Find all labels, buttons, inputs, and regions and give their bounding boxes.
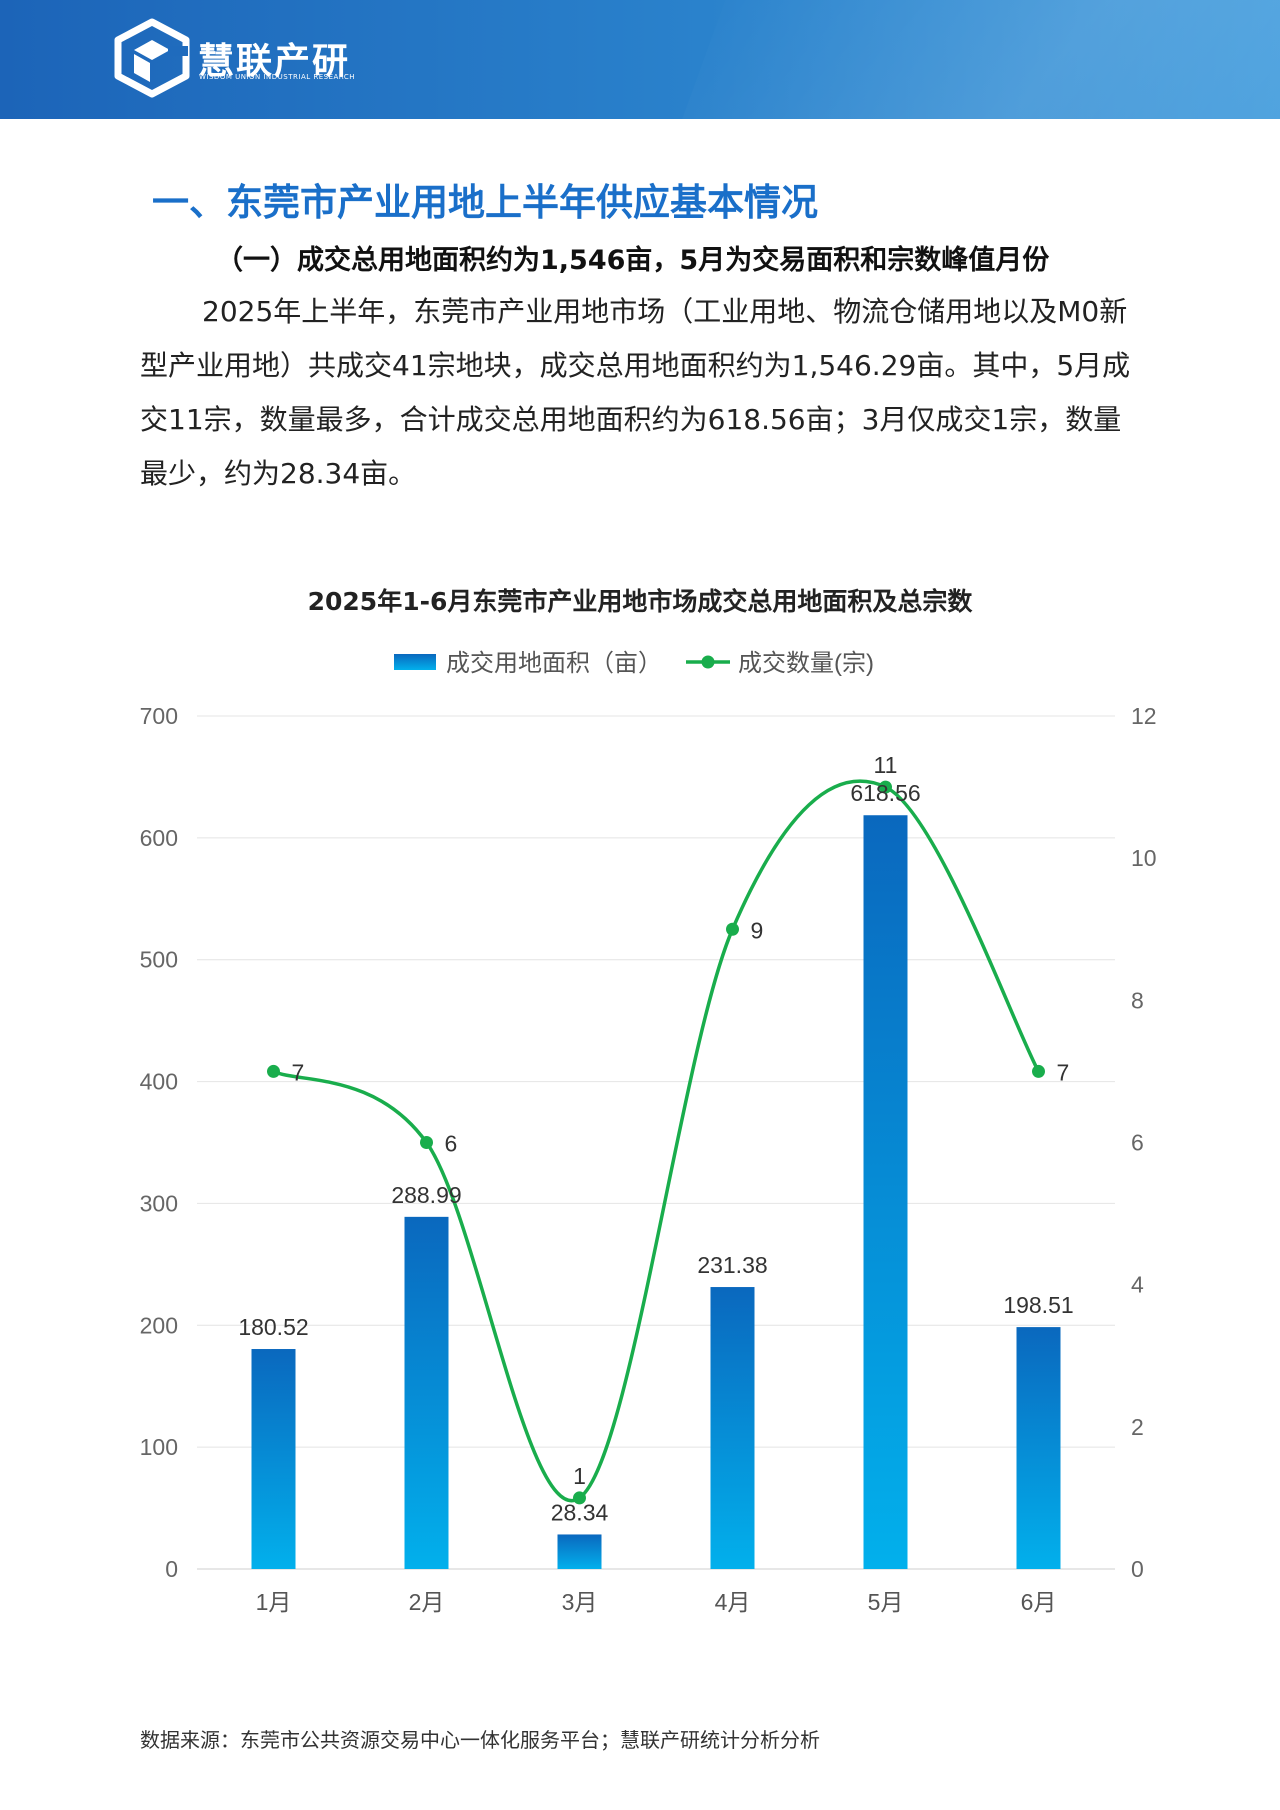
count-data-label: 1 — [573, 1463, 586, 1489]
bar — [1016, 1327, 1061, 1569]
bar — [404, 1216, 449, 1569]
brand-name: 慧联产研 — [198, 41, 351, 82]
count-point — [726, 922, 739, 936]
bar-data-label: 180.52 — [238, 1314, 308, 1340]
legend-label-count: 成交数量(宗) — [738, 650, 874, 677]
bar — [710, 1287, 755, 1569]
y-left-tick-label: 200 — [140, 1312, 178, 1338]
y-right-tick-label: 2 — [1131, 1414, 1144, 1440]
x-tick-label: 5月 — [868, 1589, 904, 1615]
x-tick-label: 1月 — [256, 1589, 292, 1615]
y-left-tick-label: 600 — [140, 825, 178, 851]
count-series-line — [272, 779, 1041, 1503]
count-data-label: 7 — [1057, 1059, 1070, 1085]
count-data-label: 7 — [292, 1059, 305, 1085]
bar-data-label: 288.99 — [391, 1182, 461, 1208]
section-title: 一、东莞市产业用地上半年供应基本情况 — [152, 181, 818, 224]
y-right-tick-label: 8 — [1131, 987, 1144, 1013]
count-point — [879, 780, 892, 794]
count-data-label: 9 — [751, 917, 764, 943]
count-data-label: 6 — [445, 1131, 458, 1157]
y-left-tick-label: 0 — [165, 1556, 178, 1582]
chart-title: 2025年1-6月东莞市产业用地市场成交总用地面积及总宗数 — [307, 587, 973, 616]
legend-swatch-count-dot — [701, 655, 715, 669]
bar-data-label: 231.38 — [697, 1252, 767, 1278]
x-tick-label: 4月 — [715, 1589, 751, 1615]
page-header: 慧联产研 WISDOM UNION INDUSTRIAL RESEARCH — [0, 0, 1280, 119]
body-paragraph: 2025年上半年，东莞市产业用地市场（工业用地、物流仓储用地以及M0新型产业用地… — [140, 295, 1131, 490]
y-left-tick-label: 700 — [140, 703, 178, 729]
chart: 0 100 200 300 400 500 600 700 0 2 4 6 8 10 12 1月 2月 3月 4月 5… — [140, 650, 1157, 1615]
sub-title: （一）成交总用地面积约为1,546亩，5月为交易面积和宗数峰值月份 — [216, 245, 1050, 276]
y-right-tick-label: 0 — [1131, 1556, 1144, 1582]
y-right-tick-label: 6 — [1131, 1130, 1144, 1156]
legend-swatch-area — [394, 654, 436, 670]
y-right-tick-label: 12 — [1131, 703, 1157, 729]
header-sheen — [652, 0, 1280, 119]
legend-label-area: 成交用地面积（亩） — [446, 650, 662, 677]
data-source-note: 数据来源：东莞市公共资源交易中心一体化服务平台；慧联产研统计分析分析 — [140, 1728, 820, 1752]
count-point — [1032, 1064, 1045, 1078]
bar — [557, 1534, 602, 1569]
count-data-label: 11 — [874, 752, 898, 778]
bar — [251, 1349, 296, 1569]
y-left-tick-label: 400 — [140, 1069, 178, 1095]
y-left-tick-label: 300 — [140, 1190, 178, 1216]
bar — [863, 815, 908, 1569]
count-point — [267, 1064, 280, 1078]
brand-subtitle: WISDOM UNION INDUSTRIAL RESEARCH — [199, 73, 355, 81]
y-right-tick-label: 10 — [1131, 845, 1157, 871]
count-point — [420, 1136, 433, 1149]
y-left-tick-label: 500 — [140, 947, 178, 973]
x-tick-label: 2月 — [409, 1589, 445, 1615]
y-left-tick-label: 100 — [140, 1434, 178, 1460]
bar-data-label: 28.34 — [551, 1499, 609, 1525]
count-point — [573, 1491, 586, 1505]
x-tick-label: 6月 — [1021, 1589, 1057, 1615]
bar-data-label: 198.51 — [1003, 1292, 1073, 1318]
brand-logo-icon — [114, 18, 190, 98]
y-right-tick-label: 4 — [1131, 1272, 1144, 1298]
bar-data-label: 618.56 — [850, 780, 920, 806]
x-tick-label: 3月 — [562, 1589, 598, 1615]
